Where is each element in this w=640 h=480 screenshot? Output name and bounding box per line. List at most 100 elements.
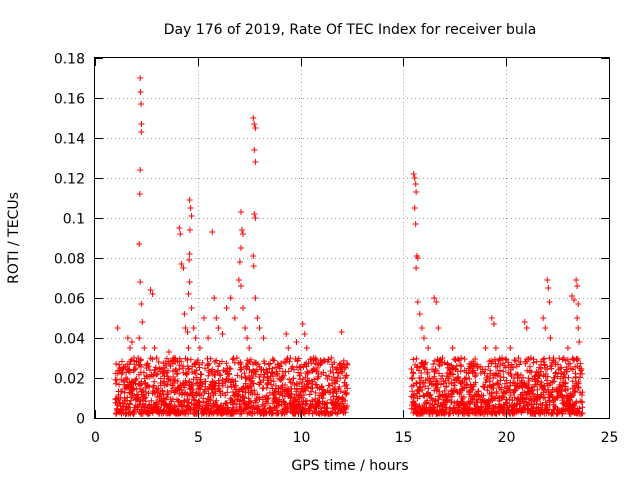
data-point bbox=[564, 356, 571, 363]
data-point bbox=[313, 356, 320, 363]
data-point bbox=[213, 315, 220, 321]
y-tick-label: 0.04 bbox=[54, 332, 85, 348]
data-point bbox=[578, 410, 585, 417]
data-point bbox=[296, 372, 303, 379]
data-point bbox=[567, 360, 574, 367]
data-point bbox=[508, 361, 515, 368]
data-point bbox=[558, 364, 565, 371]
data-point bbox=[238, 374, 245, 380]
data-point bbox=[263, 384, 270, 391]
data-point bbox=[413, 265, 420, 271]
data-point bbox=[490, 321, 497, 327]
data-point bbox=[251, 121, 258, 127]
data-point bbox=[172, 359, 179, 365]
data-point bbox=[503, 377, 510, 384]
data-point bbox=[475, 388, 482, 395]
data-point bbox=[472, 373, 479, 380]
data-point bbox=[463, 374, 470, 381]
data-point bbox=[231, 315, 238, 321]
data-point bbox=[490, 375, 497, 381]
data-point bbox=[419, 387, 426, 393]
data-point bbox=[547, 335, 554, 341]
data-point bbox=[544, 366, 551, 373]
data-point bbox=[472, 356, 479, 362]
data-point bbox=[416, 311, 423, 317]
data-point bbox=[486, 402, 493, 409]
data-point bbox=[466, 361, 473, 367]
data-point bbox=[219, 358, 225, 365]
data-point bbox=[434, 403, 441, 410]
data-point bbox=[135, 355, 142, 361]
data-point bbox=[480, 383, 487, 390]
data-point bbox=[268, 381, 275, 388]
data-point bbox=[516, 361, 522, 368]
data-point bbox=[127, 358, 134, 365]
data-point bbox=[176, 225, 183, 231]
data-point bbox=[302, 374, 309, 381]
data-point bbox=[576, 339, 583, 345]
data-point bbox=[246, 345, 253, 351]
data-point bbox=[165, 367, 171, 374]
data-point bbox=[570, 392, 576, 399]
data-point bbox=[199, 359, 206, 366]
data-point bbox=[265, 361, 272, 368]
data-point bbox=[165, 391, 171, 398]
data-point bbox=[234, 372, 241, 379]
data-point bbox=[163, 394, 170, 401]
data-point bbox=[149, 409, 156, 416]
data-point bbox=[520, 374, 526, 381]
data-point bbox=[327, 396, 334, 403]
data-point bbox=[528, 388, 535, 394]
data-point bbox=[266, 389, 273, 396]
chart-title: Day 176 of 2019, Rate Of TEC Index for r… bbox=[164, 22, 537, 38]
data-point bbox=[436, 388, 443, 395]
data-point bbox=[176, 362, 183, 369]
data-point bbox=[492, 345, 499, 351]
data-point bbox=[418, 370, 425, 376]
data-point bbox=[425, 385, 432, 392]
data-point bbox=[208, 386, 215, 393]
data-point bbox=[223, 400, 230, 407]
data-point bbox=[461, 356, 468, 362]
data-point bbox=[251, 147, 258, 153]
data-point bbox=[526, 378, 533, 384]
data-point bbox=[137, 89, 144, 95]
data-point bbox=[230, 389, 236, 395]
data-point bbox=[138, 101, 145, 107]
data-point bbox=[343, 372, 350, 379]
data-point bbox=[458, 355, 464, 361]
x-tick-label: 10 bbox=[293, 430, 311, 446]
data-point bbox=[116, 365, 123, 371]
data-point bbox=[411, 205, 418, 211]
data-point bbox=[574, 283, 581, 289]
data-point bbox=[287, 379, 294, 386]
data-point bbox=[250, 253, 257, 259]
data-point bbox=[227, 366, 234, 372]
data-point bbox=[189, 381, 196, 388]
data-point bbox=[555, 361, 561, 368]
data-point bbox=[136, 191, 143, 197]
data-point bbox=[127, 397, 134, 404]
data-point bbox=[181, 311, 188, 317]
data-point bbox=[338, 395, 345, 402]
data-point bbox=[569, 293, 575, 299]
data-point bbox=[313, 381, 320, 388]
data-point bbox=[261, 360, 268, 367]
data-point bbox=[451, 399, 458, 406]
data-point bbox=[176, 355, 183, 362]
grid-lines bbox=[95, 58, 609, 418]
data-point bbox=[293, 339, 300, 345]
data-point bbox=[124, 335, 131, 341]
data-point bbox=[337, 388, 344, 395]
data-point bbox=[301, 331, 308, 337]
data-point bbox=[187, 356, 194, 363]
data-point bbox=[534, 386, 541, 393]
data-point bbox=[455, 377, 462, 384]
data-point bbox=[304, 371, 311, 377]
data-point bbox=[458, 363, 465, 370]
data-point bbox=[252, 371, 259, 378]
data-point bbox=[452, 357, 459, 364]
data-point bbox=[118, 371, 125, 377]
data-point bbox=[460, 385, 467, 392]
data-point bbox=[455, 373, 462, 380]
